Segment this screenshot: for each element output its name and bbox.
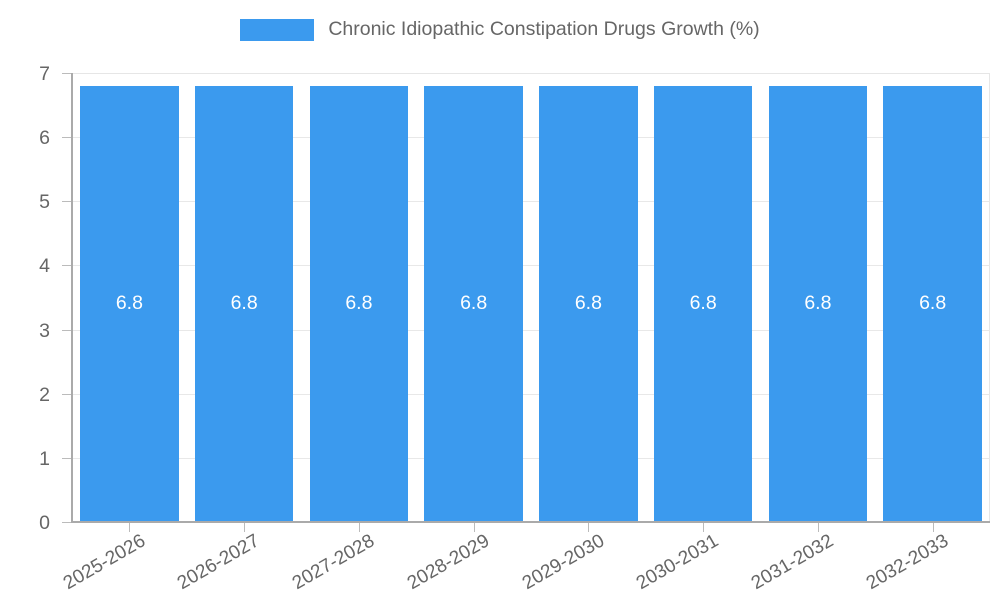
x-tick-label: 2025-2026 bbox=[59, 530, 149, 595]
y-axis-line bbox=[71, 73, 73, 523]
y-tick-label: 7 bbox=[39, 63, 50, 85]
bar[interactable] bbox=[539, 85, 638, 522]
plot-right-border bbox=[989, 73, 990, 522]
y-tick-mark bbox=[62, 201, 71, 203]
y-tick-label: 4 bbox=[39, 255, 50, 278]
chart-legend[interactable]: Chronic Idiopathic Constipation Drugs Gr… bbox=[0, 14, 1000, 46]
bar[interactable] bbox=[309, 85, 409, 522]
bar[interactable] bbox=[768, 85, 868, 522]
y-tick-mark bbox=[62, 457, 71, 459]
y-tick-mark bbox=[62, 329, 71, 331]
bar[interactable] bbox=[194, 85, 294, 522]
bar[interactable] bbox=[653, 85, 753, 522]
legend-color-swatch bbox=[240, 19, 315, 41]
y-tick-label: 5 bbox=[39, 191, 50, 214]
gridline bbox=[72, 329, 990, 331]
x-tick-mark bbox=[703, 523, 705, 532]
y-tick-label: 1 bbox=[39, 447, 50, 470]
gridline bbox=[72, 201, 990, 203]
x-tick-label: 2026-2027 bbox=[174, 530, 264, 595]
y-tick-mark bbox=[62, 73, 71, 74]
x-tick-mark bbox=[473, 523, 475, 532]
plot-area: 6.8 6.8 6.8 6.8 6.8 6.8 6.8 6.8 bbox=[72, 73, 990, 522]
gridline bbox=[72, 137, 990, 139]
plot-top-border bbox=[72, 73, 990, 74]
x-tick-label: 2031-2032 bbox=[747, 530, 838, 595]
y-tick-label: 3 bbox=[39, 319, 50, 342]
x-tick-mark bbox=[129, 523, 131, 532]
y-tick-label: 6 bbox=[39, 127, 50, 150]
y-tick-mark bbox=[62, 522, 71, 523]
x-tick-mark bbox=[932, 523, 934, 532]
x-tick-label: 2032-2033 bbox=[862, 530, 952, 595]
y-tick-mark bbox=[62, 137, 71, 139]
x-tick-label: 2029-2030 bbox=[518, 530, 608, 595]
y-tick-mark bbox=[62, 393, 71, 395]
x-tick-label: 2027-2028 bbox=[288, 530, 379, 595]
y-tick-label: 2 bbox=[39, 383, 50, 406]
bar[interactable] bbox=[80, 85, 179, 522]
legend-label: Chronic Idiopathic Constipation Drugs Gr… bbox=[328, 18, 760, 41]
y-tick-mark bbox=[62, 265, 71, 267]
y-tick-label: 0 bbox=[39, 512, 50, 534]
x-tick-label: 2030-2031 bbox=[633, 530, 723, 595]
bar[interactable] bbox=[424, 85, 523, 522]
gridline bbox=[72, 393, 990, 395]
bar[interactable] bbox=[883, 85, 982, 522]
gridline bbox=[72, 457, 990, 459]
x-tick-mark bbox=[244, 523, 246, 532]
x-axis-line bbox=[71, 521, 990, 523]
x-tick-mark bbox=[358, 523, 360, 532]
gridline bbox=[72, 265, 990, 267]
x-tick-label: 2028-2029 bbox=[403, 530, 493, 595]
x-tick-mark bbox=[588, 523, 590, 532]
x-tick-mark bbox=[817, 523, 819, 532]
